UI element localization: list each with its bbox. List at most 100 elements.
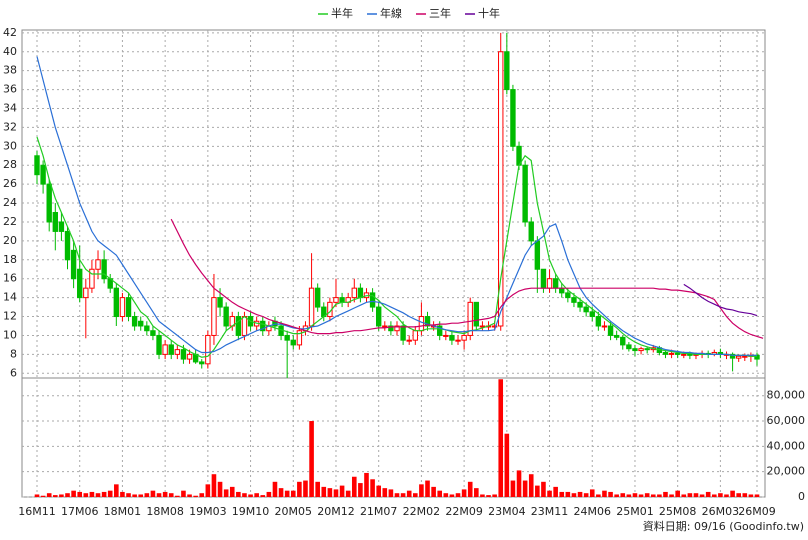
volume-bar <box>730 490 735 497</box>
volume-bar <box>522 480 528 497</box>
volume-bar <box>358 483 363 497</box>
y-tick-label: 20 <box>3 234 17 247</box>
y-tick-label: 18 <box>3 253 17 266</box>
x-tick-label: 21M07 <box>360 505 398 518</box>
volume-bar <box>278 488 284 497</box>
candle-body <box>77 268 83 299</box>
volume-bar <box>242 493 247 497</box>
candle-body <box>681 353 687 356</box>
y-tick-label: 8 <box>10 347 17 360</box>
candle-body <box>559 287 565 294</box>
volume-bar <box>339 485 345 497</box>
candle-body <box>455 339 461 342</box>
volume-bar <box>425 480 430 497</box>
volume-bar <box>229 486 235 497</box>
candle-body <box>235 316 242 336</box>
candle-body <box>180 349 187 360</box>
candle-body <box>540 268 547 289</box>
candle-body <box>443 334 449 337</box>
x-tick-label: 19M10 <box>232 505 270 518</box>
volume-bar <box>559 491 565 497</box>
candle-body <box>70 249 77 280</box>
volume-bar <box>138 494 144 497</box>
candle-body <box>83 287 89 299</box>
candle-body <box>735 355 742 359</box>
volume-bar <box>644 493 650 497</box>
ma-line <box>36 136 757 358</box>
volume-bar <box>687 493 693 497</box>
candle-body <box>168 344 174 355</box>
volume-bar <box>260 495 266 497</box>
x-tick-label: 26M09 <box>738 505 776 518</box>
candle-body <box>662 351 669 355</box>
candle-body <box>131 316 138 327</box>
volume-bar <box>614 494 619 497</box>
volume-bar <box>150 490 156 497</box>
candle-body <box>449 334 455 341</box>
footer-note: 資料日期: 09/16 (Goodinfo.tw) <box>643 519 804 533</box>
candle-body <box>351 287 357 299</box>
candle-body <box>217 297 223 308</box>
y-tick-label: 30 <box>3 139 17 152</box>
candle-body <box>34 155 40 176</box>
volume-bar <box>156 493 162 497</box>
candle-body <box>357 287 364 299</box>
volume-bar <box>547 490 552 497</box>
volume-bar <box>480 494 485 497</box>
volume-bar <box>114 484 119 497</box>
candle-body <box>125 297 132 318</box>
y-tick-label: 12 <box>3 310 17 323</box>
candle-body <box>742 355 748 358</box>
volume-bar <box>40 495 46 497</box>
volume-bar <box>565 491 571 497</box>
volume-bar <box>126 493 131 497</box>
candle-body <box>119 297 126 318</box>
candle-body <box>308 287 315 327</box>
y-tick-label: 34 <box>3 101 17 114</box>
volume-bar <box>596 494 601 497</box>
ma-line <box>36 56 757 356</box>
legend-label: 半年 <box>331 6 353 20</box>
y2-tick-label: 0 <box>798 490 805 503</box>
volume-bar <box>83 493 89 497</box>
volume-bar <box>284 490 290 497</box>
volume-bar <box>693 493 699 497</box>
volume-bar <box>413 493 418 497</box>
candle-body <box>479 325 486 328</box>
volume-bar <box>699 494 705 497</box>
volume-bar <box>504 433 510 497</box>
candle-body <box>620 336 626 346</box>
candle-body <box>613 334 620 338</box>
candle-body <box>565 292 571 299</box>
volume-bar <box>498 379 504 497</box>
volume-bar <box>254 493 259 497</box>
y-tick-label: 28 <box>3 158 17 171</box>
volume-bar <box>272 481 278 497</box>
candle-body <box>339 297 345 303</box>
candle-body <box>150 330 156 336</box>
candle-body <box>644 348 650 351</box>
volume-bar <box>364 472 369 497</box>
y-tick-label: 24 <box>3 196 17 209</box>
volume-panel <box>21 377 766 498</box>
volume-bar <box>303 480 308 497</box>
y-tick-label: 10 <box>3 328 17 341</box>
volume-bar <box>181 490 186 497</box>
volume-bar <box>748 494 754 497</box>
candle-body <box>205 334 211 365</box>
candle-body <box>729 353 736 359</box>
volume-bar <box>34 494 40 497</box>
legend-label: 十年 <box>478 6 500 20</box>
volume-bar <box>657 494 662 497</box>
volume-bar <box>327 488 333 497</box>
candle-body <box>52 212 59 232</box>
candle-body <box>504 51 510 91</box>
volume-bar <box>199 493 205 497</box>
y2-tick-label: 80,000 <box>767 389 806 402</box>
x-tick-label: 25M01 <box>616 505 654 518</box>
volume-bar <box>315 481 320 497</box>
candle-body <box>674 352 681 355</box>
candle-body <box>284 334 290 341</box>
volume-bar <box>59 494 64 497</box>
candle-body <box>607 325 614 336</box>
